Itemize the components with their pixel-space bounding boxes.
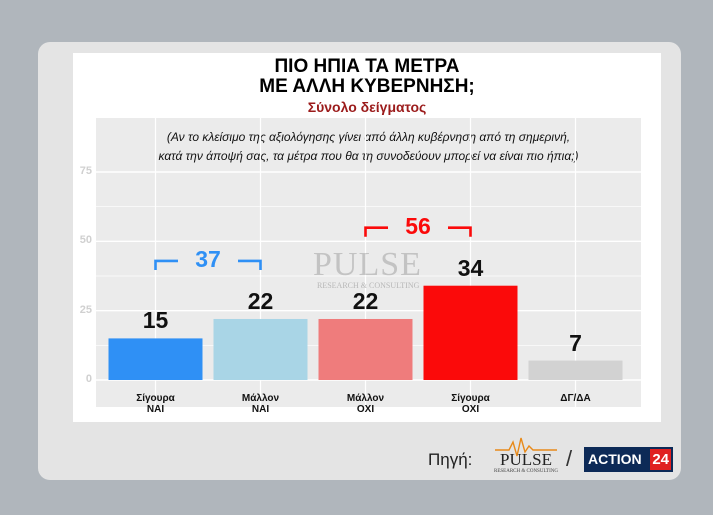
bar: [213, 318, 308, 380]
bar: [108, 338, 203, 380]
y-tick-label: 25: [79, 303, 92, 316]
chart-title-line1: ΠΙΟ ΗΠΙΑ ΤΑ ΜΕΤΡΑ: [274, 56, 460, 77]
bar-value-label: 7: [569, 329, 582, 356]
x-tick-label: Σίγουρα ΝΑΙ: [136, 393, 175, 415]
chart-title-line2: ΜΕ ΑΛΛΗ ΚΥΒΕΡΝΗΣΗ;: [259, 76, 475, 97]
pulse-logo-sub: RESEARCH & CONSULTING: [494, 469, 558, 474]
pulse-logo: PULSE RESEARCH & CONSULTING: [494, 437, 558, 474]
x-tick-label: ΔΓ/ΔΑ: [560, 393, 591, 404]
x-tick-label: Μάλλον ΝΑΙ: [241, 393, 280, 415]
pulse-logo-text: PULSE: [500, 450, 552, 469]
x-tick-label: Μάλλον ΟΧΙ: [346, 393, 385, 415]
bar-value-label: 22: [247, 287, 274, 314]
bar: [423, 285, 518, 380]
group-bracket: [364, 226, 472, 237]
question-line2: κατά την άποψή σας, τα μέτρα που θα τη σ…: [158, 149, 579, 163]
y-tick-label: 75: [79, 165, 92, 177]
bar-value-label: 34: [457, 254, 484, 281]
y-tick-label: 50: [79, 234, 92, 247]
plot-area: (Αν το κλείσιμο της αξιολόγησης γίνει απ…: [80, 118, 641, 415]
action24-logo-number: 24: [650, 449, 671, 470]
bar-value-label: 15: [142, 307, 169, 334]
pulse-watermark-sub: RESEARCH & CONSULTING: [317, 281, 420, 290]
group-total-label: 56: [405, 212, 431, 239]
group-bracket: [154, 259, 262, 270]
source-label: Πηγή:: [428, 450, 473, 469]
bar-chart-svg: [96, 118, 641, 407]
x-tick-label: Σίγουρα ΟΧΙ: [451, 393, 490, 415]
pulse-watermark: PULSE: [313, 246, 422, 283]
question-line1: (Αν το κλείσιμο της αξιολόγησης γίνει απ…: [166, 130, 571, 144]
action24-logo-text: ACTION: [588, 451, 642, 467]
source-separator: /: [566, 446, 573, 471]
action24-logo: ACTION 24: [584, 447, 673, 472]
bar: [528, 360, 623, 380]
chart-panel: ΠΙΟ ΗΠΙΑ ΤΑ ΜΕΤΡΑ ΜΕ ΑΛΛΗ ΚΥΒΕΡΝΗΣΗ; Σύν…: [73, 53, 661, 422]
bar-value-label: 22: [352, 287, 379, 314]
bar: [318, 318, 413, 380]
y-tick-label: 0: [85, 373, 92, 385]
chart-subtitle: Σύνολο δείγματος: [307, 99, 427, 115]
group-total-label: 37: [195, 245, 221, 272]
